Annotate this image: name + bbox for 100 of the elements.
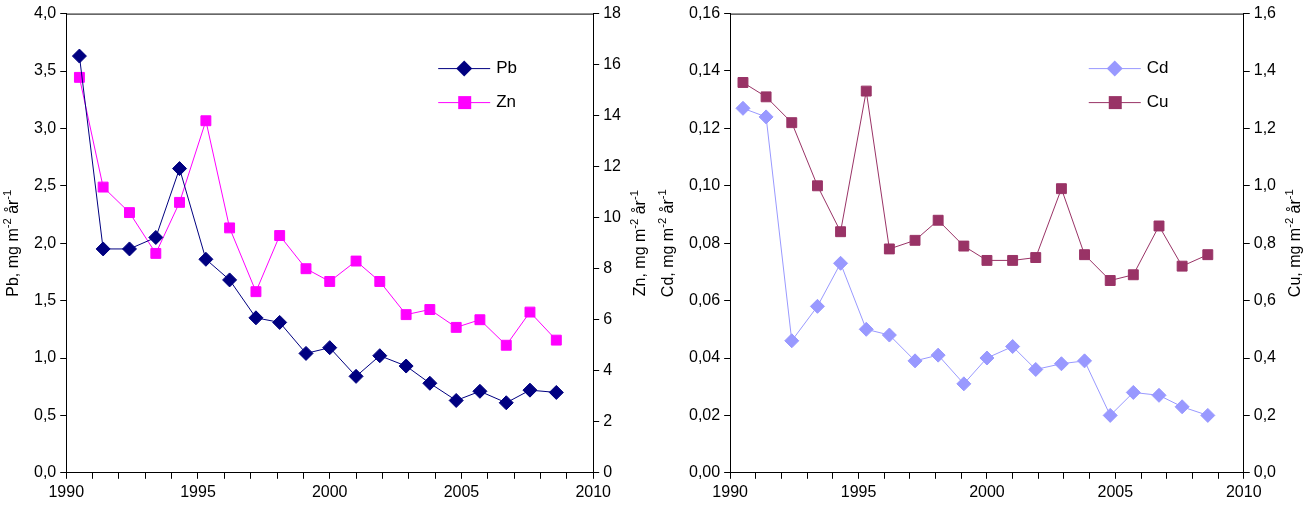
point (398, 358, 414, 374)
point (1176, 260, 1188, 272)
x-tick-label: 1995 (840, 482, 877, 500)
point (324, 276, 336, 287)
point (979, 350, 995, 366)
point (809, 298, 825, 314)
y-axis-title: Pb, mg m-2 år-1 (1, 189, 22, 297)
x-tick-label: 1990 (48, 482, 85, 500)
point (200, 115, 212, 127)
y2-tick-label: 0,0 (1253, 463, 1277, 481)
point (1151, 387, 1167, 403)
y2-tick-label: 4 (603, 361, 613, 379)
point (348, 368, 364, 384)
x-tick-label: 2000 (969, 482, 1005, 500)
point (522, 382, 538, 398)
point (883, 243, 895, 255)
y-tick-label: 0,08 (689, 233, 721, 251)
y-tick-label: 2,0 (33, 233, 57, 251)
point (737, 77, 749, 88)
point (550, 334, 562, 346)
y-axis-title: Cd, mg m-2 år-1 (656, 189, 677, 298)
point (372, 348, 388, 364)
point (198, 251, 214, 267)
y2-tick-label: 0,8 (1253, 233, 1277, 251)
point (448, 392, 464, 408)
point (150, 247, 162, 259)
legend-label: Pb (496, 58, 517, 78)
point (881, 327, 897, 343)
point (71, 48, 87, 64)
point (124, 207, 135, 219)
y2-axis-title: Zn, mg m-2 år-1 (628, 190, 649, 297)
point (1174, 399, 1190, 415)
x-tick-label: 1990 (712, 482, 749, 500)
y2-tick-label: 1,0 (1253, 176, 1277, 194)
y2-tick-label: 6 (603, 310, 613, 328)
y2-tick-label: 0,4 (1253, 348, 1277, 366)
legend-label: Zn (496, 92, 517, 112)
point (1153, 220, 1165, 232)
point (758, 109, 774, 125)
point (1079, 249, 1090, 261)
point (250, 286, 262, 298)
x-tick-label: 2010 (1225, 482, 1262, 500)
legend-label: Cu (1146, 92, 1169, 112)
y-tick-label: 0,16 (689, 4, 721, 22)
point (786, 117, 798, 129)
y-tick-label: 0,10 (689, 176, 721, 194)
point (222, 272, 238, 288)
point (350, 255, 362, 267)
y-tick-label: 0,06 (689, 291, 721, 309)
y2-tick-label: 0 (603, 463, 613, 481)
y2-tick-label: 18 (603, 4, 622, 22)
point (498, 395, 514, 411)
point (1007, 254, 1019, 266)
y2-tick-label: 8 (603, 259, 613, 277)
y-tick-label: 3,5 (33, 61, 57, 79)
point (500, 339, 512, 351)
point (400, 309, 412, 321)
point (174, 196, 185, 208)
y-tick-label: 4,0 (33, 4, 57, 22)
point (858, 321, 874, 337)
y-tick-label: 3,0 (33, 118, 57, 136)
point (784, 333, 800, 349)
y2-axis-title: Cu, mg m-2 år-1 (1283, 189, 1304, 298)
point (835, 226, 847, 238)
y-tick-label: 0,00 (689, 463, 721, 481)
y2-tick-label: 1,2 (1253, 118, 1277, 136)
point (121, 241, 137, 257)
point (907, 353, 923, 369)
point (172, 161, 188, 177)
y-tick-label: 0,12 (689, 118, 721, 136)
point (1104, 275, 1116, 286)
y2-tick-label: 1,4 (1253, 61, 1277, 79)
x-tick-label: 2010 (575, 482, 612, 500)
point (148, 229, 164, 245)
y-tick-label: 0,14 (689, 61, 721, 79)
point (930, 347, 946, 363)
x-tick-label: 2005 (1097, 482, 1134, 500)
x-tick-label: 2000 (311, 482, 348, 500)
point (1030, 252, 1042, 263)
point (450, 321, 462, 333)
point (300, 263, 312, 275)
y2-tick-label: 12 (603, 157, 622, 175)
point (374, 276, 386, 287)
point (1028, 361, 1044, 377)
point (272, 314, 288, 330)
point (1055, 183, 1067, 195)
y-tick-label: 2,5 (33, 176, 57, 194)
point (1202, 249, 1214, 261)
y2-tick-label: 1,6 (1253, 4, 1277, 22)
y2-tick-label: 10 (603, 208, 622, 226)
point (274, 230, 286, 241)
point (1125, 384, 1141, 400)
y2-tick-label: 2 (603, 412, 613, 430)
point (322, 340, 338, 356)
point (735, 100, 751, 116)
point (1200, 407, 1216, 423)
point (1127, 269, 1139, 281)
point (422, 375, 438, 391)
point (833, 255, 849, 271)
point (981, 254, 993, 266)
